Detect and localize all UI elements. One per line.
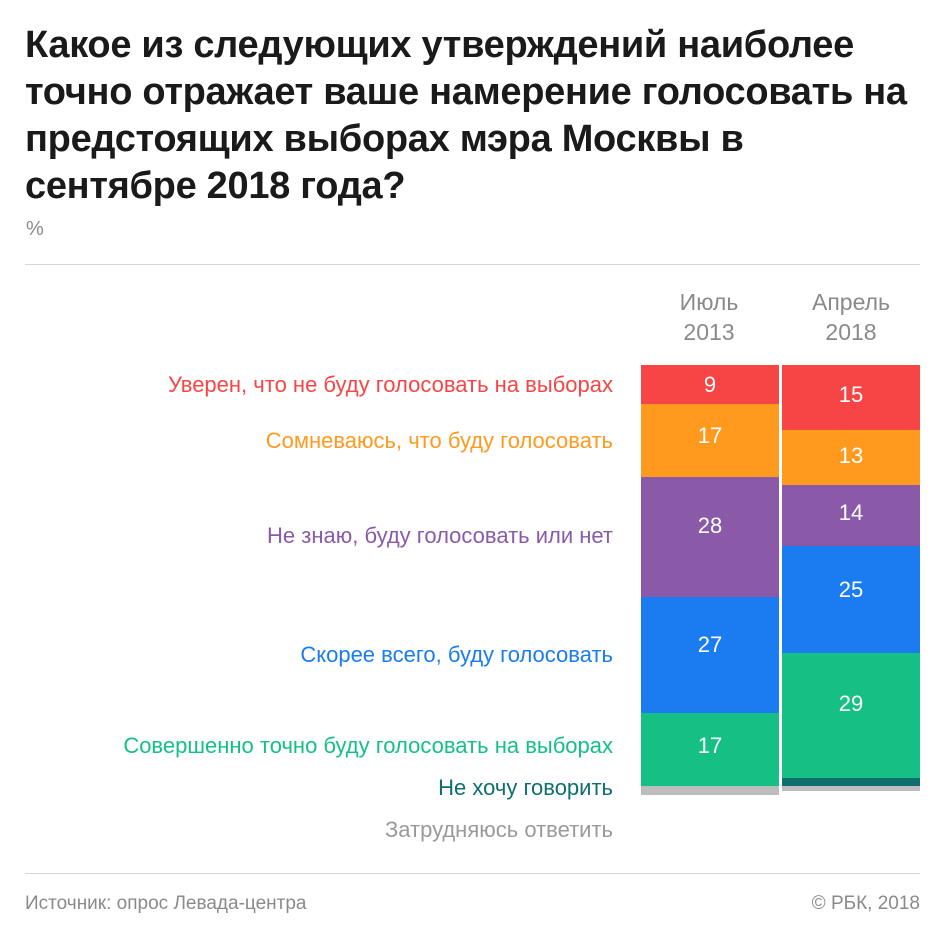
segment-value-label: 29 xyxy=(838,690,864,716)
segment-value-label: 9 xyxy=(703,371,717,397)
column-header-year: 2018 xyxy=(825,319,877,345)
category-label: Уверен, что не буду голосовать на выбора… xyxy=(168,372,613,397)
category-label: Не хочу говорить xyxy=(438,775,613,800)
bar-segment xyxy=(782,485,920,546)
segment-value-label: 15 xyxy=(838,381,864,407)
bar-segment xyxy=(641,786,779,795)
source-note: Источник: опрос Левада-центра xyxy=(25,893,307,914)
bar-segment xyxy=(782,777,920,787)
unit-label: % xyxy=(26,218,44,240)
bar-segment xyxy=(641,476,779,598)
column-header-2013: Июль 2013 xyxy=(639,287,779,347)
category-label: Сомневаюсь, что буду голосовать xyxy=(265,428,613,453)
chart-title: Какое из следующих утверждений наиболее … xyxy=(25,24,907,207)
stacked-bar-2013: 9 17 28 27 17 xyxy=(641,365,779,795)
segment-value-label: 25 xyxy=(838,577,864,603)
segment-value-label: 14 xyxy=(838,500,864,526)
segment-value-label: 17 xyxy=(697,423,723,449)
category-label: Затрудняюсь ответить xyxy=(384,817,613,842)
bar-segment xyxy=(782,786,920,791)
bar-segment xyxy=(641,403,779,477)
segment-value-label: 27 xyxy=(697,631,723,657)
bar-segment xyxy=(782,429,920,486)
column-header-year: 2013 xyxy=(683,319,735,345)
stacked-bar-2018: 15 13 14 25 29 xyxy=(782,365,920,795)
category-label: Скорее всего, буду голосовать xyxy=(300,642,613,667)
bar-segment xyxy=(641,597,779,714)
bar-segment xyxy=(782,653,920,778)
bar-segment xyxy=(641,713,779,787)
bar-segment xyxy=(782,365,920,430)
column-header-2018: Апрель 2018 xyxy=(781,287,921,347)
top-divider xyxy=(25,264,920,265)
copyright-note: © РБК, 2018 xyxy=(811,893,920,914)
segment-value-label: 17 xyxy=(697,732,723,758)
column-header-month: Апрель xyxy=(811,289,891,315)
segment-value-label: 28 xyxy=(697,512,723,538)
bar-segment xyxy=(782,545,920,654)
category-label: Совершенно точно буду голосовать на выбо… xyxy=(123,733,613,758)
column-header-month: Июль xyxy=(679,289,739,315)
bar-segment xyxy=(641,365,779,404)
segment-value-label: 13 xyxy=(838,443,864,469)
bottom-divider xyxy=(25,873,920,874)
category-label: Не знаю, буду голосовать или нет xyxy=(267,523,613,548)
